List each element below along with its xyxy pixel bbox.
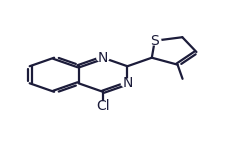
Ellipse shape bbox=[94, 102, 112, 111]
Text: N: N bbox=[122, 76, 133, 90]
Text: S: S bbox=[150, 34, 159, 48]
Text: Cl: Cl bbox=[96, 99, 110, 113]
Ellipse shape bbox=[97, 54, 109, 62]
Text: N: N bbox=[98, 51, 108, 65]
Ellipse shape bbox=[121, 79, 133, 87]
Ellipse shape bbox=[149, 37, 161, 45]
